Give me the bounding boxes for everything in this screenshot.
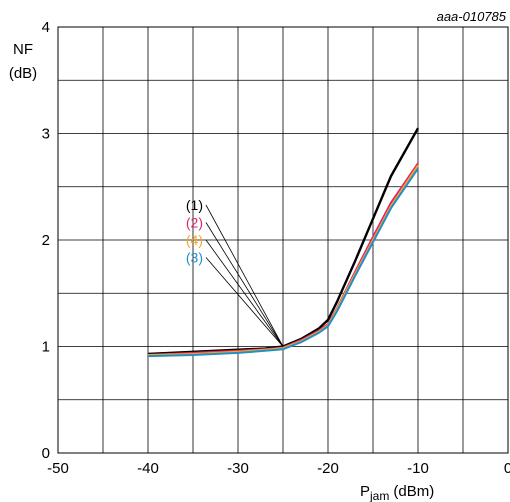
series-line-4: [147, 168, 419, 358]
annotation-leader-line: [205, 257, 284, 347]
annotation-leader-line: [205, 204, 284, 347]
series-annotation-label: (4): [186, 232, 203, 248]
series-annotation-label: (1): [186, 197, 203, 213]
x-axis-label-unit: (dBm): [393, 483, 434, 500]
x-tick-label: 0: [504, 460, 510, 477]
grid: [57, 26, 509, 454]
y-tick-label: 3: [42, 126, 50, 143]
x-tick-label: -50: [47, 460, 69, 477]
x-axis-label: Pjam (dBm): [360, 483, 434, 502]
y-axis-label-line1: NF: [13, 41, 33, 58]
annotation-leader-line: [205, 239, 284, 347]
y-tick-label: 1: [42, 339, 50, 356]
series-annotation-label: (2): [186, 215, 203, 231]
tick-labels: -50 -40 -30 -20 -10 0 0 1 2 3 4: [42, 19, 510, 477]
series-annotation-label: (3): [186, 250, 203, 266]
series-lines: [147, 127, 420, 358]
x-tick-label: -20: [317, 460, 339, 477]
x-tick-label: -10: [407, 460, 429, 477]
y-tick-label: 0: [42, 445, 50, 462]
x-axis-label-main: P: [360, 483, 370, 500]
x-axis-label-sub: jam: [369, 489, 389, 502]
annotation-leader-line: [205, 222, 284, 347]
figure-ref: aaa-010785: [437, 9, 507, 24]
y-axis-label-line2: (dB): [9, 65, 37, 82]
y-tick-label: 2: [42, 232, 50, 249]
series-annotations: (1) (2)(4) (3): [186, 197, 284, 347]
series-line-1: [147, 127, 420, 356]
x-tick-label: -40: [137, 460, 159, 477]
y-tick-label: 4: [42, 19, 50, 36]
x-tick-label: -30: [227, 460, 249, 477]
